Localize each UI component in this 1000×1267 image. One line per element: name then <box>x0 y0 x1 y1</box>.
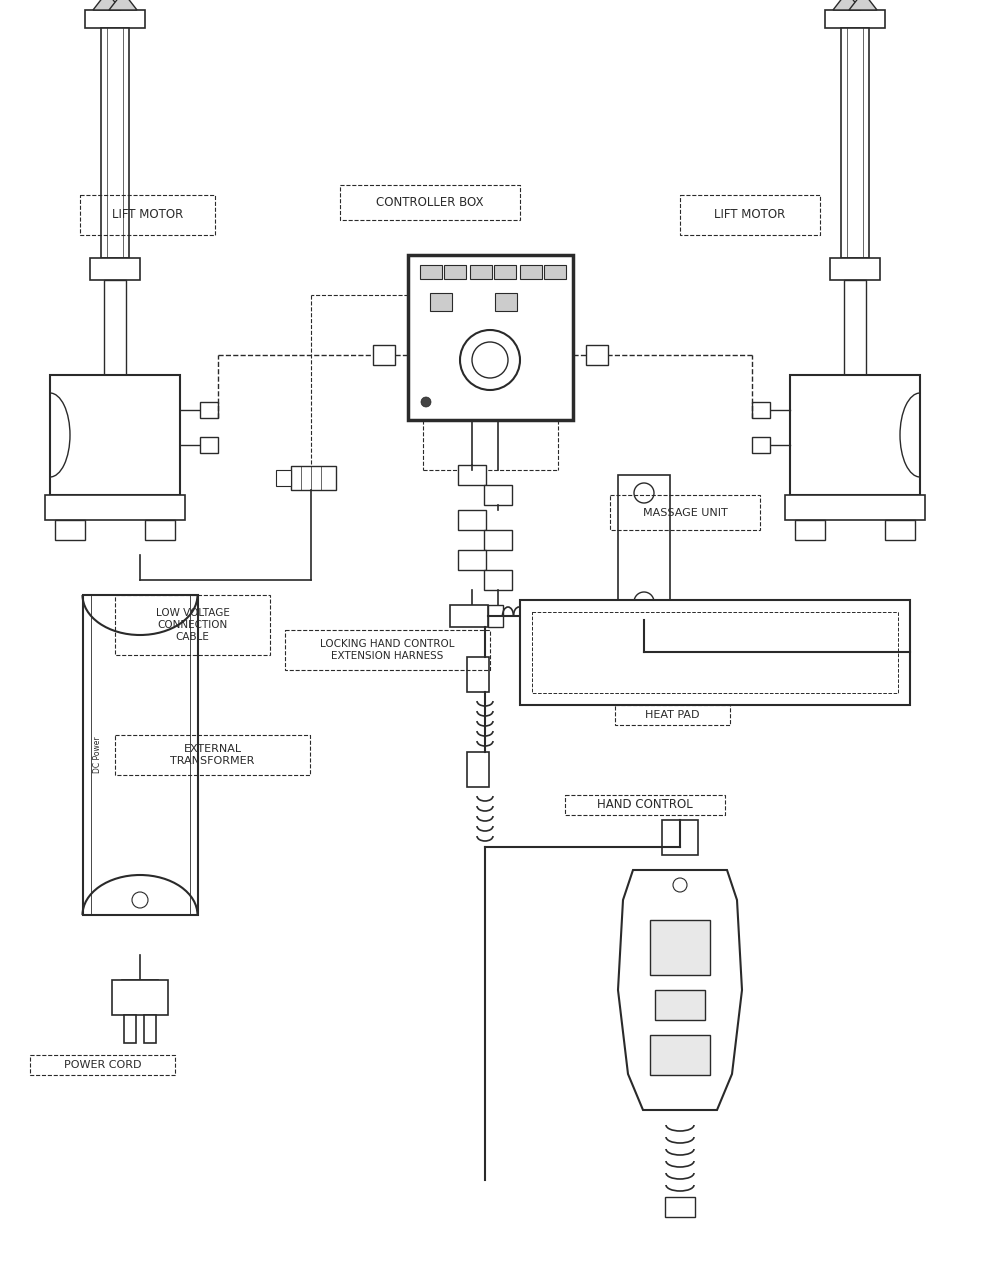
Bar <box>752 437 770 454</box>
Bar <box>458 465 486 485</box>
Bar <box>444 265 466 279</box>
Bar <box>144 1015 156 1043</box>
Bar <box>340 185 520 220</box>
Circle shape <box>634 483 654 503</box>
Bar <box>408 255 573 419</box>
Text: EXTERNAL
TRANSFORMER: EXTERNAL TRANSFORMER <box>170 744 255 765</box>
Text: POWER CORD: POWER CORD <box>64 1060 141 1071</box>
Bar <box>291 466 336 490</box>
Bar <box>124 1015 136 1043</box>
Bar <box>122 979 158 1009</box>
Text: CONTROLLER BOX: CONTROLLER BOX <box>376 196 484 209</box>
Polygon shape <box>109 0 137 10</box>
Bar <box>373 345 395 365</box>
Bar <box>844 280 866 375</box>
Bar <box>586 345 608 365</box>
Bar <box>467 753 489 787</box>
Bar <box>488 606 503 627</box>
Bar <box>544 265 566 279</box>
Bar <box>795 519 825 540</box>
Bar <box>532 612 898 693</box>
Bar <box>680 195 820 234</box>
Bar <box>825 10 885 28</box>
Text: LOCKING HAND CONTROL
EXTENSION HARNESS: LOCKING HAND CONTROL EXTENSION HARNESS <box>320 639 455 661</box>
Bar <box>145 519 175 540</box>
Bar <box>494 265 516 279</box>
Bar <box>458 550 486 570</box>
Bar <box>790 375 920 495</box>
Bar <box>200 437 218 454</box>
Bar <box>785 495 925 519</box>
Bar <box>30 1055 175 1074</box>
Bar <box>470 265 492 279</box>
Bar <box>55 519 85 540</box>
Bar <box>90 258 140 280</box>
Bar <box>830 258 880 280</box>
Bar <box>484 570 512 590</box>
Text: LIFT MOTOR: LIFT MOTOR <box>112 209 183 222</box>
Bar <box>450 606 488 627</box>
Bar <box>430 293 452 310</box>
Bar <box>285 630 490 670</box>
Bar <box>610 495 760 530</box>
Bar <box>520 601 910 704</box>
Bar <box>650 920 710 976</box>
Bar <box>115 595 270 655</box>
Text: LIFT MOTOR: LIFT MOTOR <box>714 209 786 222</box>
Bar <box>104 280 126 375</box>
Bar <box>615 704 730 725</box>
Bar <box>420 265 442 279</box>
Polygon shape <box>849 0 877 10</box>
Bar <box>467 658 489 692</box>
Polygon shape <box>618 870 742 1110</box>
Bar <box>650 1035 710 1074</box>
Bar <box>495 293 517 310</box>
Bar <box>112 979 168 1015</box>
Bar <box>45 495 185 519</box>
Circle shape <box>460 329 520 390</box>
Circle shape <box>472 342 508 378</box>
Circle shape <box>673 878 687 892</box>
Bar <box>458 511 486 530</box>
Bar <box>276 470 291 487</box>
Bar <box>83 595 198 915</box>
Bar <box>662 820 698 855</box>
Circle shape <box>421 397 431 407</box>
Bar <box>80 195 215 234</box>
Bar <box>200 402 218 418</box>
Bar <box>85 10 145 28</box>
Text: HEAT PAD: HEAT PAD <box>645 710 700 720</box>
Circle shape <box>634 592 654 612</box>
Text: HAND CONTROL: HAND CONTROL <box>597 798 693 811</box>
Bar <box>618 475 670 620</box>
Bar <box>50 375 180 495</box>
Text: MASSAGE UNIT: MASSAGE UNIT <box>643 508 727 517</box>
Bar <box>752 402 770 418</box>
Bar <box>101 28 129 258</box>
Bar <box>605 606 627 627</box>
Polygon shape <box>93 0 121 10</box>
Bar <box>885 519 915 540</box>
Bar <box>565 794 725 815</box>
Text: LOW VOLTAGE
CONNECTION
CABLE: LOW VOLTAGE CONNECTION CABLE <box>156 608 229 641</box>
Text: DC Power: DC Power <box>94 736 103 773</box>
Polygon shape <box>833 0 861 10</box>
Bar <box>655 990 705 1020</box>
Bar <box>520 265 542 279</box>
Bar <box>484 485 512 506</box>
Bar <box>115 735 310 775</box>
Bar <box>841 28 869 258</box>
Circle shape <box>132 892 148 908</box>
Bar <box>484 530 512 550</box>
Bar <box>665 1197 695 1218</box>
